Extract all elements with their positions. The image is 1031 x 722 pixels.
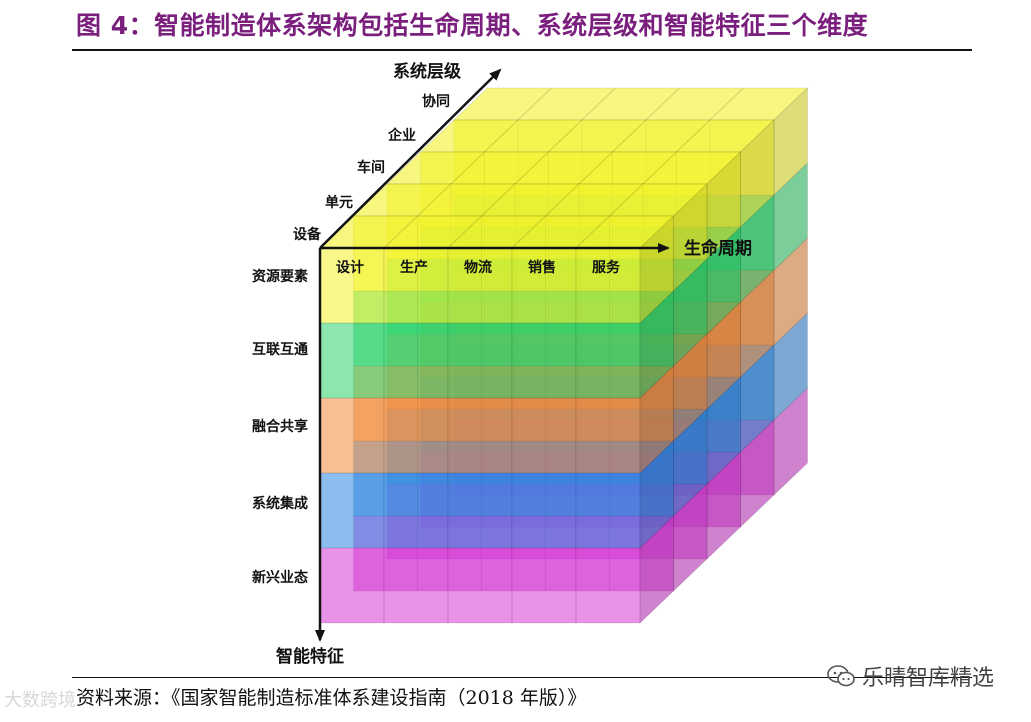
cube-cell-face [575,322,641,399]
cube-cell-face [447,322,513,399]
cube-cell-face [319,322,385,399]
cube-cell-face [511,322,577,399]
cube-cell-face [511,547,577,624]
wechat-icon [827,665,855,687]
system-level-label: 设备 [293,226,322,243]
intelligent-feature-label: 新兴业态 [252,569,308,586]
cube-cell-face [575,472,641,549]
system-level-axis-title: 系统层级 [393,61,461,82]
intelligent-feature-label: 互联互通 [252,342,308,358]
cube-cell-face [447,547,513,624]
cube-cell-face [447,397,513,474]
intelligent-feature-axis-title: 智能特征 [276,646,344,667]
system-level-label: 协同 [422,93,450,110]
system-level-label: 车间 [357,159,385,176]
cube-cell-face [319,472,385,549]
source-note: 资料来源：《国家智能制造标准体系建设指南（2018 年版）》 [76,687,587,709]
system-level-label: 企业 [387,127,416,144]
title-divider [72,49,972,51]
life-cycle-axis-title: 生命周期 [684,238,752,259]
cube-cells [319,87,809,624]
watermark-right-text: 乐晴智库精选 [862,666,995,691]
cube-cell-face [575,547,641,624]
life-cycle-label: 设计 [336,259,364,276]
cube-cell-face [319,547,385,624]
cube-cell-face [511,397,577,474]
cube-cell-face [383,322,449,399]
cube-labels: 生命周期 系统层级 智能特征 设备 单元 车间 企业 协同 设计 生产 物流 销… [252,61,752,667]
figure-title: 图 4：智能制造体系架构包括生命周期、系统层级和智能特征三个维度 [76,11,869,40]
cube-cell-face [511,472,577,549]
intelligent-feature-label: 系统集成 [252,495,308,512]
cube-cell-face [639,215,674,324]
life-cycle-label: 生产 [400,259,428,276]
life-cycle-label: 销售 [528,259,556,276]
source-divider [72,677,972,678]
cube-cell-face [383,397,449,474]
system-level-label: 单元 [325,194,353,211]
intelligent-feature-label: 资源要素 [252,268,308,285]
cube-cell-face [575,397,641,474]
cube-axes [315,68,670,642]
watermark-left: 大数跨境 [4,686,76,712]
cube-cell-face [447,472,513,549]
cube-cell-face [639,515,674,624]
cube-cell-face [383,547,449,624]
watermark-right: 乐晴智库精选 [826,660,994,692]
watermark-left-text: 大数跨境 [4,690,76,711]
intelligent-feature-label: 融合共享 [252,418,308,435]
life-cycle-label: 服务 [592,259,621,276]
cube-cell-face [383,472,449,549]
system-level-axis-arrow [319,68,502,249]
cube-cell-face [319,397,385,474]
life-cycle-label: 物流 [464,259,492,276]
